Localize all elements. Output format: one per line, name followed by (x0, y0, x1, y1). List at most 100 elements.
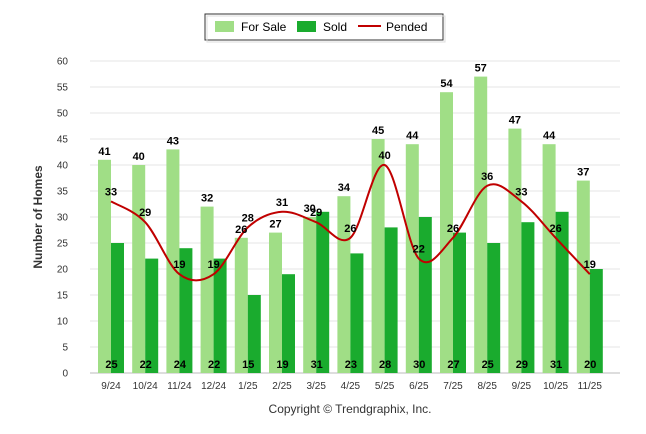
label-pended-1-25: 28 (242, 212, 254, 224)
bar-for-sale-7-25 (440, 92, 453, 373)
label-pended-3-25: 29 (310, 207, 322, 219)
label-for-sale-10-25: 44 (543, 130, 556, 142)
label-sold-11-24: 24 (174, 359, 187, 371)
label-pended-6-25: 22 (413, 244, 425, 256)
bar-for-sale-9-24 (98, 159, 111, 373)
label-for-sale-3-25: 30 (304, 203, 316, 215)
label-for-sale-4-25: 34 (338, 182, 351, 194)
bar-sold-4-25 (350, 253, 364, 373)
label-pended-4-25: 26 (344, 223, 356, 235)
label-pended-10-25: 26 (549, 223, 561, 235)
y-tick-label-30: 30 (57, 213, 69, 224)
label-for-sale-7-25: 54 (440, 78, 453, 90)
bar-sold-8-25 (487, 243, 501, 373)
label-for-sale-12-24: 32 (201, 193, 213, 205)
bar-sold-12-24 (213, 258, 227, 373)
x-axis-ticks: 9/24 10/24 11/24 12/24 1/25 2/25 3/25 4/25 5/25 6… (101, 381, 602, 392)
label-sold-1-25: 15 (242, 359, 254, 371)
x-tick-label-7-25: 7/25 (443, 381, 463, 392)
label-pended-11-24: 19 (173, 259, 185, 271)
legend: For Sale Sold Pended (204, 13, 446, 43)
y-tick-label-5: 5 (62, 343, 68, 354)
label-pended-5-25: 40 (378, 150, 390, 162)
label-for-sale-1-25: 26 (235, 224, 247, 236)
label-sold-10-24: 22 (140, 359, 152, 371)
label-sold-10-25: 31 (550, 359, 562, 371)
x-tick-label-10-25: 10/25 (543, 381, 568, 392)
label-for-sale-9-24: 41 (98, 146, 110, 158)
y-axis-title: Number of Homes (31, 165, 45, 269)
label-sold-6-25: 30 (413, 359, 425, 371)
data-labels: 41 25 33 40 22 29 43 24 19 32 22 19 26 15 28 27 19 31 30 31… (98, 63, 596, 371)
label-pended-9-25: 33 (515, 186, 527, 198)
bar-for-sale-10-25 (542, 144, 556, 373)
label-sold-9-25: 29 (516, 359, 528, 371)
bar-sold-6-25 (418, 217, 432, 373)
label-pended-2-25: 31 (276, 197, 288, 209)
label-pended-7-25: 26 (447, 223, 459, 235)
y-axis-ticks: 0 5 10 15 20 25 30 35 40 45 50 55 60 (57, 57, 69, 380)
y-tick-label-25: 25 (57, 239, 69, 250)
label-sold-4-25: 23 (345, 359, 357, 371)
y-tick-label-15: 15 (57, 291, 69, 302)
x-tick-label-3-25: 3/25 (306, 381, 326, 392)
label-for-sale-9-25: 47 (509, 115, 521, 127)
legend-swatch-sold (297, 21, 316, 32)
bar-sold-9-25 (521, 222, 535, 373)
x-tick-label-4-25: 4/25 (341, 381, 361, 392)
label-sold-11-25: 20 (584, 359, 596, 371)
bar-for-sale-3-25 (303, 217, 317, 373)
y-tick-label-10: 10 (57, 317, 69, 328)
label-for-sale-11-25: 37 (577, 167, 589, 179)
label-sold-8-25: 25 (482, 359, 494, 371)
label-for-sale-6-25: 44 (406, 130, 419, 142)
bar-for-sale-12-24 (200, 206, 214, 373)
bar-for-sale-6-25 (405, 144, 419, 373)
label-sold-5-25: 28 (379, 359, 391, 371)
bar-sold-11-25 (589, 269, 603, 373)
x-tick-label-2-25: 2/25 (272, 381, 292, 392)
pended-line-layer (110, 164, 591, 282)
legend-label-sold: Sold (323, 20, 347, 34)
label-sold-7-25: 27 (447, 359, 459, 371)
bar-for-sale-11-25 (576, 180, 590, 373)
legend-label-pended: Pended (386, 20, 427, 34)
bar-for-sale-8-25 (474, 76, 488, 373)
x-tick-label-11-24: 11/24 (167, 381, 192, 392)
y-tick-label-60: 60 (57, 57, 69, 68)
x-tick-label-9-24: 9/24 (101, 381, 121, 392)
bar-sold-2-25 (282, 274, 295, 373)
label-for-sale-10-24: 40 (133, 151, 145, 163)
bar-sold-10-24 (145, 258, 159, 373)
label-sold-3-25: 31 (311, 359, 323, 371)
label-pended-10-24: 29 (139, 207, 151, 219)
bar-for-sale-11-24 (166, 149, 180, 373)
label-for-sale-5-25: 45 (372, 125, 384, 137)
legend-swatch-for-sale (215, 21, 234, 32)
x-tick-label-12-24: 12/24 (201, 381, 226, 392)
copyright-text: Copyright © Trendgraphix, Inc. (269, 402, 432, 416)
label-sold-9-24: 25 (105, 359, 117, 371)
bar-for-sale-10-24 (132, 165, 146, 373)
label-pended-12-24: 19 (207, 259, 219, 271)
x-tick-label-5-25: 5/25 (375, 381, 395, 392)
bar-sold-5-25 (384, 227, 398, 373)
bar-sold-3-25 (316, 211, 330, 373)
y-tick-label-20: 20 (57, 265, 69, 276)
x-tick-label-8-25: 8/25 (477, 381, 497, 392)
pended-line (110, 164, 591, 282)
bar-for-sale-1-25 (234, 237, 248, 373)
label-sold-12-24: 22 (208, 359, 220, 371)
bar-for-sale-5-25 (371, 139, 385, 373)
bars (98, 76, 603, 373)
x-tick-label-6-25: 6/25 (409, 381, 429, 392)
legend-label-for-sale: For Sale (241, 20, 287, 34)
y-tick-label-50: 50 (57, 109, 69, 120)
bar-for-sale-2-25 (269, 232, 282, 373)
label-for-sale-2-25: 27 (269, 219, 281, 231)
label-pended-11-25: 19 (584, 259, 596, 271)
bar-sold-9-24 (111, 243, 124, 373)
x-tick-label-1-25: 1/25 (238, 381, 258, 392)
bar-sold-7-25 (453, 232, 466, 373)
